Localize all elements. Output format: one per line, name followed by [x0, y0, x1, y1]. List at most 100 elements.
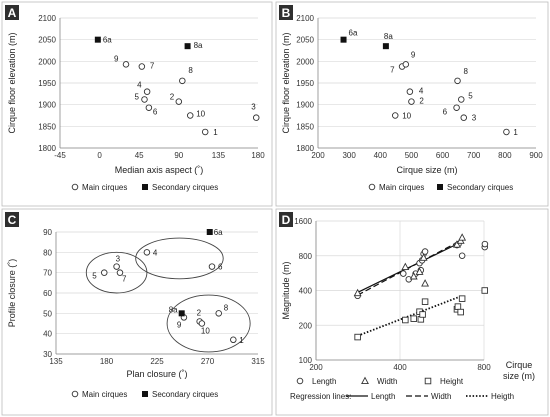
panel-letter: A: [8, 6, 17, 20]
data-point-main-cirques: [101, 269, 108, 276]
x-axis-label: Plan closure (˚): [126, 369, 187, 379]
point-label: 6a: [103, 36, 112, 45]
y-tick-label: 90: [43, 228, 52, 237]
point-label: 5: [134, 92, 139, 101]
regression-legend-label: Width: [431, 392, 451, 401]
y-axis-label: Magnitude (m): [281, 261, 291, 319]
data-point-length: [458, 252, 466, 259]
y-tick-label: 1800: [296, 144, 314, 153]
data-point-height: [457, 308, 464, 316]
y-tick-label: 70: [43, 269, 52, 278]
data-point-secondary-cirques: [382, 43, 389, 50]
data-point-width: [415, 267, 424, 275]
panel-letter: B: [282, 6, 291, 20]
x-tick-label: 800: [477, 363, 491, 372]
y-tick-label: 1900: [296, 101, 314, 110]
x-tick-label: 900: [529, 151, 543, 160]
data-point-height: [481, 287, 489, 294]
y-tick-label: 2000: [296, 57, 314, 66]
panel-letter: C: [8, 213, 17, 227]
data-point-main-cirques: [402, 61, 410, 68]
point-label: 8: [224, 303, 229, 312]
legend-marker: [71, 183, 79, 191]
data-point-height: [354, 333, 361, 341]
panel-frame: [275, 208, 549, 416]
data-point-height: [458, 295, 466, 302]
y-tick-label: 2050: [296, 36, 314, 45]
panel-letter-badge: [279, 5, 293, 20]
legend-label: Main cirques: [82, 183, 127, 192]
data-point-main-cirques: [201, 128, 209, 136]
data-point-width: [409, 272, 418, 280]
data-point-main-cirques: [252, 114, 260, 121]
x-axis-label: Cirque: [506, 360, 533, 370]
panel-letter-badge: [279, 212, 293, 227]
regression-legend-title: Regression lines:: [290, 392, 351, 401]
point-label: 4: [419, 87, 424, 96]
x-tick-label: 180: [100, 357, 114, 366]
point-label: 4: [137, 81, 142, 90]
point-label: 1: [513, 128, 518, 137]
data-point-main-cirques: [215, 310, 222, 317]
regression-legend-label: Length: [371, 392, 395, 401]
point-label: 5: [468, 91, 473, 100]
regression-line-heigth: [357, 294, 463, 337]
legend-label: Width: [377, 377, 397, 386]
data-point-main-cirques: [143, 249, 151, 256]
legend-marker: [424, 377, 432, 385]
point-label: 6: [153, 108, 158, 117]
legend-marker: [296, 377, 304, 385]
legend-label: Main cirques: [82, 390, 127, 399]
legend-marker: [142, 391, 148, 397]
y-tick-label: 400: [299, 287, 313, 296]
x-tick-label: -45: [54, 151, 66, 160]
data-point-secondary-cirques: [340, 36, 347, 43]
x-tick-label: 300: [342, 151, 356, 160]
data-point-secondary-cirques: [184, 43, 191, 50]
y-tick-label: 40: [43, 330, 52, 339]
data-point-main-cirques: [208, 263, 216, 270]
data-point-height: [402, 316, 409, 324]
data-point-height: [421, 298, 429, 305]
y-tick-label: 1800: [38, 144, 56, 153]
data-point-main-cirques: [230, 336, 237, 344]
data-point-length: [400, 270, 407, 277]
y-tick-label: 2050: [38, 36, 56, 45]
data-point-width: [453, 240, 461, 248]
data-point-secondary-cirques: [206, 229, 213, 235]
point-label: 6a: [214, 228, 223, 237]
x-tick-label: 315: [251, 357, 265, 366]
panel-letter-badge: [5, 212, 19, 227]
regression-line-width: [357, 239, 463, 296]
y-tick-label: 30: [43, 350, 52, 359]
data-point-width: [401, 262, 410, 270]
y-tick-label: 1850: [296, 122, 314, 131]
legend-marker: [361, 376, 369, 385]
point-label: 1: [239, 336, 244, 345]
x-axis-label: Cirque size (m): [396, 165, 457, 175]
point-label: 9: [411, 50, 416, 59]
x-tick-label: 200: [311, 151, 325, 160]
group-ellipse: [85, 251, 148, 294]
point-label: 10: [402, 112, 411, 121]
y-tick-label: 2000: [38, 57, 56, 66]
point-label: 7: [150, 62, 155, 71]
x-tick-label: 90: [174, 151, 183, 160]
data-point-height: [410, 315, 417, 322]
data-point-main-cirques: [179, 77, 186, 85]
point-label: 3: [251, 103, 256, 112]
legend-label: Height: [440, 377, 464, 386]
x-tick-label: 400: [374, 151, 388, 160]
data-point-main-cirques: [391, 112, 399, 119]
y-axis-label: Profile closure (˚): [7, 259, 17, 328]
x-tick-label: 800: [498, 151, 512, 160]
panel-letter-badge: [5, 5, 19, 20]
point-label: 1: [213, 128, 218, 137]
x-tick-label: 600: [436, 151, 450, 160]
x-tick-label: 500: [405, 151, 419, 160]
point-label: 10: [196, 110, 205, 119]
x-tick-label: 400: [393, 363, 407, 372]
